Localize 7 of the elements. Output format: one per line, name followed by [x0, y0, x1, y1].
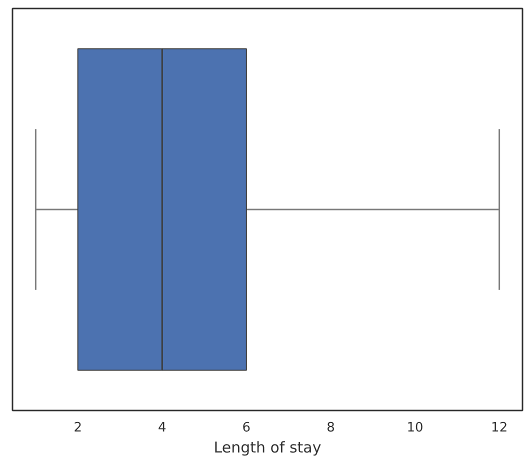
x-tick-label: 6 [242, 420, 251, 436]
x-tick-label: 12 [491, 420, 508, 436]
x-tick-label: 2 [74, 420, 82, 436]
x-tick-label: 10 [406, 420, 424, 436]
x-axis-title: Length of stay [214, 438, 322, 456]
x-tick-label: 8 [326, 420, 335, 436]
x-tick-label: 4 [158, 420, 166, 436]
